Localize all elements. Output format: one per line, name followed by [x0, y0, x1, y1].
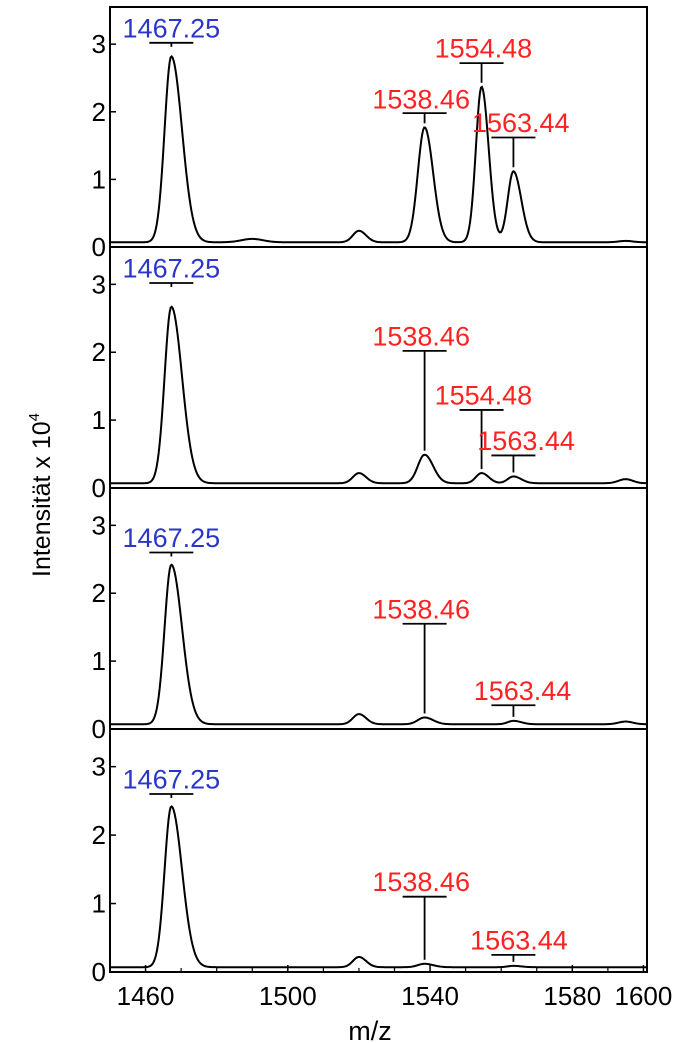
peak-label-1554-48: 1554.48: [435, 380, 533, 410]
peak-label-1538-46: 1538.46: [372, 321, 470, 351]
spectra-panels: 0 1 2 3 1467.25 1538.46 1554.48 1563.44 0 1 2 3 1467…: [92, 6, 648, 987]
y-tick-label: 0: [92, 714, 106, 744]
spectrum-trace: [110, 805, 647, 969]
peak-label-1538-46: 1538.46: [372, 84, 470, 114]
peak-label-1467-25: 1467.25: [123, 13, 221, 43]
peak-label-1467-25: 1467.25: [123, 765, 221, 795]
peak-label-1538-46: 1538.46: [372, 594, 470, 624]
y-tick-label: 1: [92, 164, 106, 194]
x-tick-label: 1600: [615, 981, 673, 1011]
y-tick-label: 0: [92, 957, 106, 987]
peak-label-1538-46: 1538.46: [372, 867, 470, 897]
y-tick-label: 3: [92, 269, 106, 299]
x-tick-label: 1460: [117, 981, 175, 1011]
y-tick-label: 2: [92, 97, 106, 127]
y-tick-label: 1: [92, 405, 106, 435]
peak-label-1563-44: 1563.44: [477, 426, 575, 456]
peak-label-1563-44: 1563.44: [472, 108, 570, 138]
spectrum-panel-1: 0 1 2 3 1467.25 1538.46 1554.48 1563.44: [92, 6, 648, 262]
spectrum-trace: [110, 54, 648, 244]
y-tick-label: 3: [92, 752, 106, 782]
shared-x-axis: 1460 1500 1540 1580 1600: [109, 965, 673, 1011]
y-tick-label: 0: [92, 232, 106, 262]
x-tick-label: 1540: [401, 981, 459, 1011]
y-tick-label: 2: [92, 337, 106, 367]
y-axis-label-main: Intensität x 10: [28, 421, 56, 577]
y-tick-label: 1: [92, 889, 106, 919]
y-tick-label: 2: [92, 820, 106, 850]
spectrum-panel-3: 0 1 2 3 1467.25 1538.46 1563.44: [92, 487, 648, 744]
x-tick-label: 1580: [543, 981, 601, 1011]
x-tick-label: 1500: [259, 981, 317, 1011]
y-tick-label: 3: [92, 510, 106, 540]
y-tick-label: 1: [92, 646, 106, 676]
y-tick-label: 2: [92, 578, 106, 608]
peak-label-1467-25: 1467.25: [123, 254, 221, 284]
x-axis-label: m/z: [348, 1016, 392, 1043]
peak-label-1563-44: 1563.44: [474, 676, 572, 706]
y-axis-label-exponent: 4: [26, 413, 43, 421]
peak-label-1554-48: 1554.48: [435, 34, 533, 64]
y-tick-label: 3: [92, 29, 106, 59]
y-axis-label: Intensität x 104: [26, 413, 56, 577]
spectrum-trace: [110, 305, 648, 485]
peak-label-1563-44: 1563.44: [470, 925, 568, 955]
panel-frame: [109, 728, 648, 973]
y-tick-label: 0: [92, 473, 106, 503]
spectrum-trace: [110, 563, 648, 726]
peak-label-1467-25: 1467.25: [123, 523, 221, 553]
spectrum-panel-2: 0 1 2 3 1467.25 1538.46 1554.48 1563.44: [92, 246, 648, 503]
